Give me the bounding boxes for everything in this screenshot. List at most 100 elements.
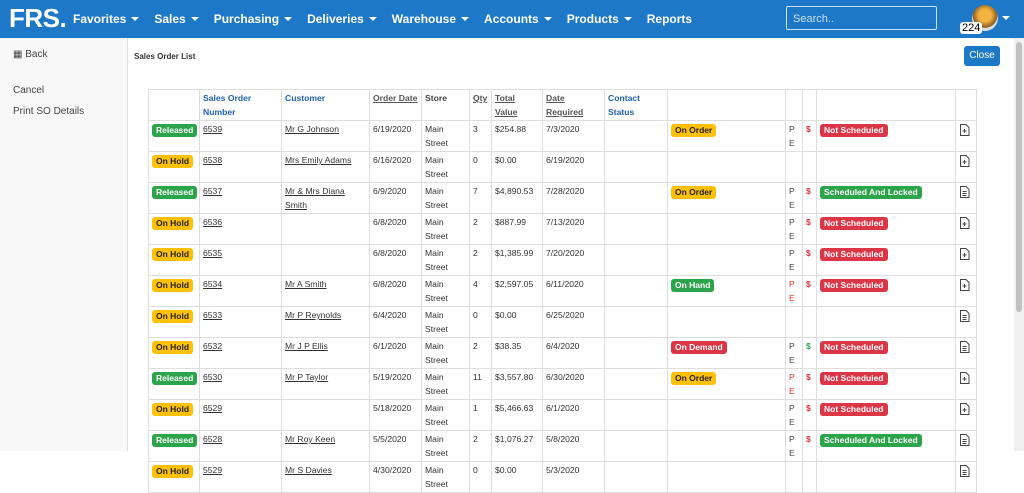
doc-icon[interactable] [959,310,970,322]
money-cell [802,306,817,338]
customer-link[interactable]: Mr J P Ellis [285,341,328,351]
sidebar-link[interactable]: Cancel [13,85,45,96]
order-link[interactable]: 5529 [203,465,223,475]
column-header-empty [785,89,803,121]
order-link[interactable]: 6538 [203,155,223,165]
required-cell: 7/28/2020 [542,182,605,214]
close-button[interactable]: Close [964,46,1000,66]
customer-link[interactable]: Mr S Davies [285,465,332,475]
order-cell: 6534 [199,275,282,307]
menu-item[interactable]: Products [567,12,632,26]
money-cell: $ [802,213,817,245]
order-link[interactable]: 6532 [203,341,223,351]
order-link[interactable]: 6534 [203,279,223,289]
e-flag: E [789,200,795,210]
add-icon[interactable] [959,279,970,291]
doc-icon[interactable] [959,341,970,353]
menu-item[interactable]: Accounts [484,12,552,26]
add-icon[interactable] [959,248,970,260]
status-cell: On Hold [148,337,200,369]
p-flag: P [789,372,795,382]
icon-path [960,372,970,384]
user-caret[interactable] [1002,16,1010,20]
status-cell: On Hold [148,244,200,276]
store-cell: Main Street [421,368,470,400]
menu-item[interactable]: Reports [647,12,692,26]
order-link[interactable]: 6539 [203,124,223,134]
dropdown-caret [543,17,552,21]
qty: 3 [473,124,478,134]
search-input[interactable]: Search.. [786,6,937,30]
customer-link[interactable]: Mr & Mrs Diana Smith [285,186,345,210]
back-link[interactable]: ▦ Back [13,49,48,60]
customer-link[interactable]: Mr Roy Keen [285,434,336,444]
column-header[interactable]: Date Required [542,89,605,121]
brand[interactable]: FRS. [9,3,67,33]
total-cell: $887.99 [491,213,543,245]
customer-link[interactable]: Mr P Taylor [285,372,329,382]
qty: 2 [473,341,478,351]
order-cell: 6532 [199,337,282,369]
add-icon[interactable] [959,217,970,229]
menu-item[interactable]: Deliveries [307,12,377,26]
menu-item[interactable]: Favorites [73,12,140,26]
order-link[interactable]: 6535 [203,248,223,258]
add-icon[interactable] [959,403,970,415]
add-icon[interactable] [959,124,970,136]
column-header[interactable]: Sales Order Number [199,89,282,121]
status-cell: On Hold [148,275,200,307]
dropdown-caret [131,17,140,21]
customer-link[interactable]: Mr G Johnson [285,124,339,134]
qty: 1 [473,403,478,413]
schedule-badge: Not Scheduled [820,217,888,230]
menu-item[interactable]: Purchasing [214,12,293,26]
total-value: $254.88 [495,124,527,134]
scroll-thumb[interactable] [1016,42,1022,312]
money-flag: $ [806,279,811,289]
column-header[interactable]: Qty [469,89,492,121]
total-cell: $4,890.53 [491,182,543,214]
menu-item[interactable]: Sales [154,12,199,26]
order-link[interactable]: 6536 [203,217,223,227]
icon-cell [955,368,977,400]
e-flag: E [789,138,795,148]
stock-cell: On Order [667,368,786,400]
column-header[interactable]: Total Value [491,89,543,121]
customer-link[interactable]: Mr P Reynolds [285,310,342,320]
stock-cell: On Demand [667,337,786,369]
menu-item[interactable]: Warehouse [392,12,470,26]
customer-link[interactable]: Mr A Smith [285,279,327,289]
qty: 7 [473,186,478,196]
order-link[interactable]: 6530 [203,372,223,382]
customer-link[interactable]: Mrs Emily Adams [285,155,352,165]
status-badge: On Hold [152,248,194,261]
order-link[interactable]: 6533 [203,310,223,320]
qty-cell: 11 [469,368,492,400]
sidebar-link[interactable]: Print SO Details [13,106,85,117]
order-link[interactable]: 6529 [203,403,223,413]
order-row: On Hold 6532 Mr J P Ellis 6/1/2020 Main Stre… [148,337,977,369]
schedule-cell: Not Scheduled [816,337,956,369]
scrollbar[interactable] [1014,38,1024,451]
total-cell: $0.00 [491,461,543,493]
column-header[interactable]: Customer [281,89,370,121]
add-icon[interactable] [959,372,970,384]
menu-label: Reports [646,12,693,26]
qty: 2 [473,248,478,258]
column-header[interactable]: Order Date [369,89,422,121]
icon-cell [955,244,977,276]
order-link[interactable]: 6537 [203,186,223,196]
date-required: 6/1/2020 [546,403,580,413]
order-link[interactable]: 6528 [203,434,223,444]
required-cell: 7/20/2020 [542,244,605,276]
column-header[interactable]: Contact Status [604,89,668,121]
add-icon[interactable] [959,155,970,167]
doc-icon[interactable] [959,186,970,198]
e-flag: E [789,293,795,303]
doc-icon[interactable] [959,465,970,477]
order-date: 6/19/2020 [373,124,412,134]
order-date: 6/8/2020 [373,248,407,258]
doc-icon[interactable] [959,434,970,446]
